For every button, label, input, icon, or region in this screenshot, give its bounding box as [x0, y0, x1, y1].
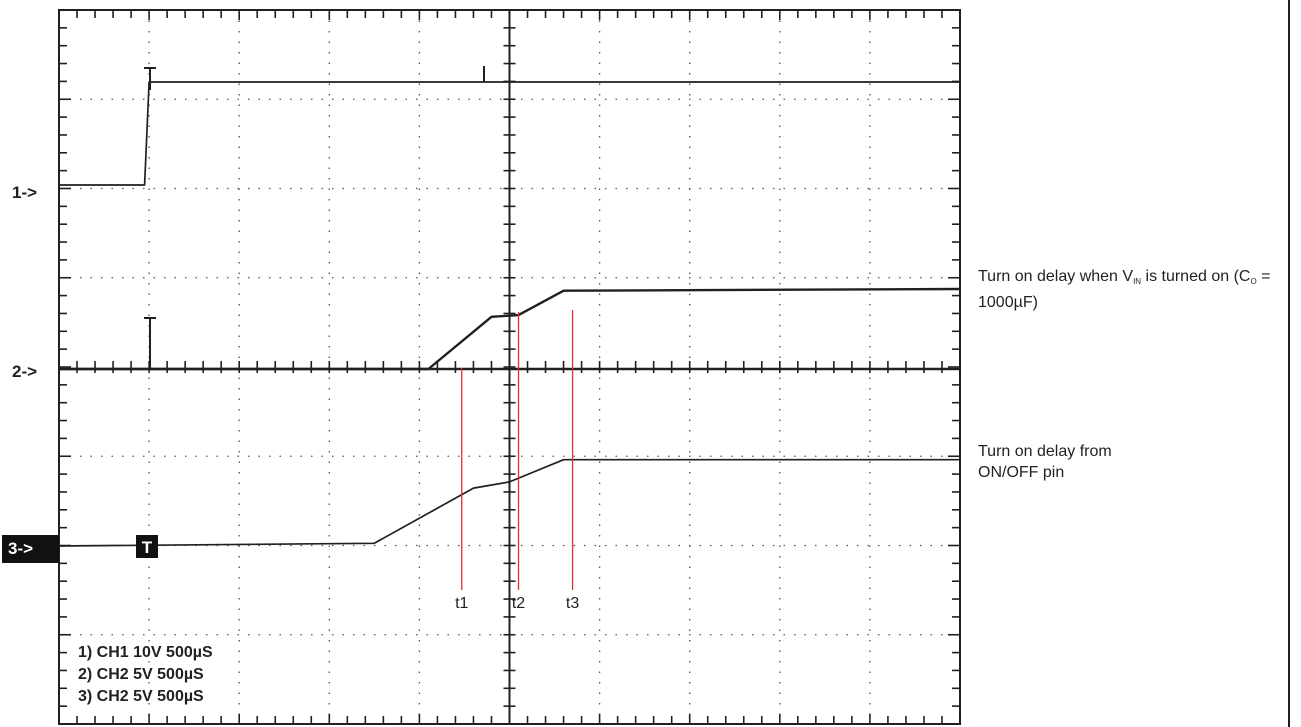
channel-marker-2: 2->	[12, 362, 37, 381]
spike-channel-2	[144, 317, 156, 369]
setting-line-1: 1) CH1 10V 500µS	[78, 644, 213, 661]
channel-settings: 1) CH1 10V 500µS 2) CH2 5V 500µS 3) CH2 5V…	[78, 644, 213, 705]
cursor-label-t3: t3	[566, 595, 579, 612]
right-border	[1288, 0, 1290, 727]
trigger-marker	[136, 535, 158, 558]
trace-channel-3	[58, 458, 960, 547]
cursors: t1 t2 t3	[455, 310, 579, 612]
setting-line-3: 3) CH2 5V 500µS	[78, 688, 204, 705]
annotation-vin-delay: Turn on delay when VIN is turned on (CO …	[978, 268, 1271, 311]
spike-channel-1	[144, 67, 156, 90]
marker-box-3	[2, 535, 59, 563]
setting-line-2: 2) CH2 5V 500µS	[78, 666, 204, 683]
traces: T	[58, 66, 961, 558]
channel-marker-3: 3->	[8, 539, 33, 558]
channel-marker-1: 1->	[12, 183, 37, 202]
trace-channel-1	[59, 81, 960, 186]
trigger-label: T	[142, 538, 153, 557]
channel-markers: 1-> 2-> 3->	[2, 183, 59, 563]
cursor-label-t2: t2	[512, 595, 525, 612]
annotation-onoff-delay: Turn on delay from ON/OFF pin	[978, 443, 1112, 481]
cursor-label-t1: t1	[455, 595, 468, 612]
graticule	[58, 9, 961, 725]
